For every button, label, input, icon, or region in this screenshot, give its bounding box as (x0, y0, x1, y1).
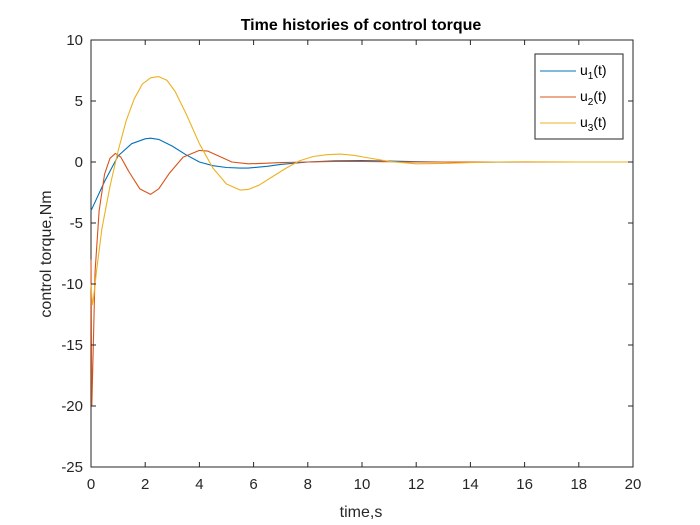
x-axis-label: time,s (340, 504, 383, 521)
series-line-u2 (90, 149, 633, 407)
x-tick-label: 20 (625, 476, 642, 493)
chart-title: Time histories of control torque (241, 17, 482, 34)
legend-label-u2: u2(t) (580, 88, 607, 108)
y-tick-label: -5 (70, 215, 83, 232)
x-tick-label: 14 (462, 476, 479, 493)
y-tick-label: -20 (61, 398, 83, 415)
series-group (90, 76, 633, 407)
x-tick-label: 8 (304, 476, 312, 493)
legend: u1(t) u2(t) u3(t) (534, 53, 624, 140)
y-axis-label: control torque,Nm (38, 190, 55, 317)
x-tick-label: 12 (408, 476, 425, 493)
y-tick-label: -15 (61, 337, 83, 354)
legend-label-u1: u1(t) (580, 62, 607, 82)
x-tick-label: 18 (570, 476, 587, 493)
legend-label-u3: u3(t) (580, 114, 607, 134)
y-tick-label: -10 (61, 276, 83, 293)
x-tick-label: 0 (87, 476, 95, 493)
x-tick-label: 16 (516, 476, 533, 493)
x-tick-label: 2 (141, 476, 149, 493)
y-tick-label: 5 (75, 93, 83, 110)
x-axis-ticks: 0 2 4 6 8 10 12 14 16 18 20 (87, 40, 642, 493)
y-tick-label: 10 (66, 32, 83, 49)
y-axis-ticks: -25 -20 -15 -10 -5 0 5 10 (61, 32, 633, 476)
x-tick-label: 10 (354, 476, 371, 493)
x-tick-label: 4 (195, 476, 203, 493)
y-tick-label: 0 (75, 154, 83, 171)
y-tick-label: -25 (61, 459, 83, 476)
x-tick-label: 6 (249, 476, 257, 493)
series-line-u3 (90, 76, 633, 306)
